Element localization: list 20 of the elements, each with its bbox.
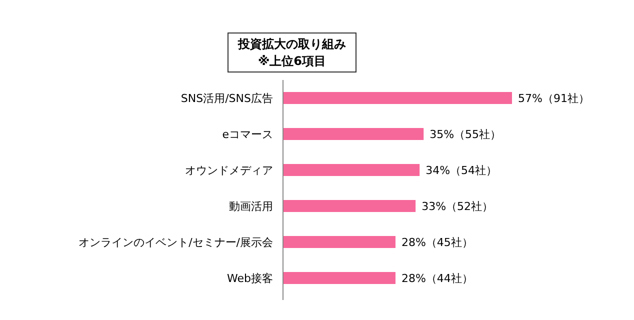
data-label: 33%（52社） [422, 200, 494, 213]
bar [283, 200, 416, 212]
bar [283, 92, 512, 104]
y-tick-label: SNS活用/SNS広告 [180, 92, 273, 105]
bar [283, 128, 424, 140]
chart-title: 投資拡大の取り組み [237, 37, 346, 51]
bar [283, 272, 396, 284]
y-tick-label: Web接客 [227, 272, 273, 285]
data-label: 57%（91社） [518, 92, 590, 105]
data-label: 34%（54社） [426, 164, 498, 177]
data-label: 28%（44社） [401, 272, 473, 285]
y-tick-label: オンラインのイベント/セミナー/展示会 [78, 236, 273, 249]
y-tick-label: eコマース [222, 128, 273, 141]
y-tick-label: 動画活用 [229, 200, 273, 213]
data-label: 35%（55社） [430, 128, 502, 141]
y-tick-label: オウンドメディア [185, 164, 273, 177]
bar [283, 164, 420, 176]
data-label: 28%（45社） [401, 236, 473, 249]
chart-subtitle: ※上位6項目 [258, 54, 326, 68]
bar [283, 236, 396, 248]
